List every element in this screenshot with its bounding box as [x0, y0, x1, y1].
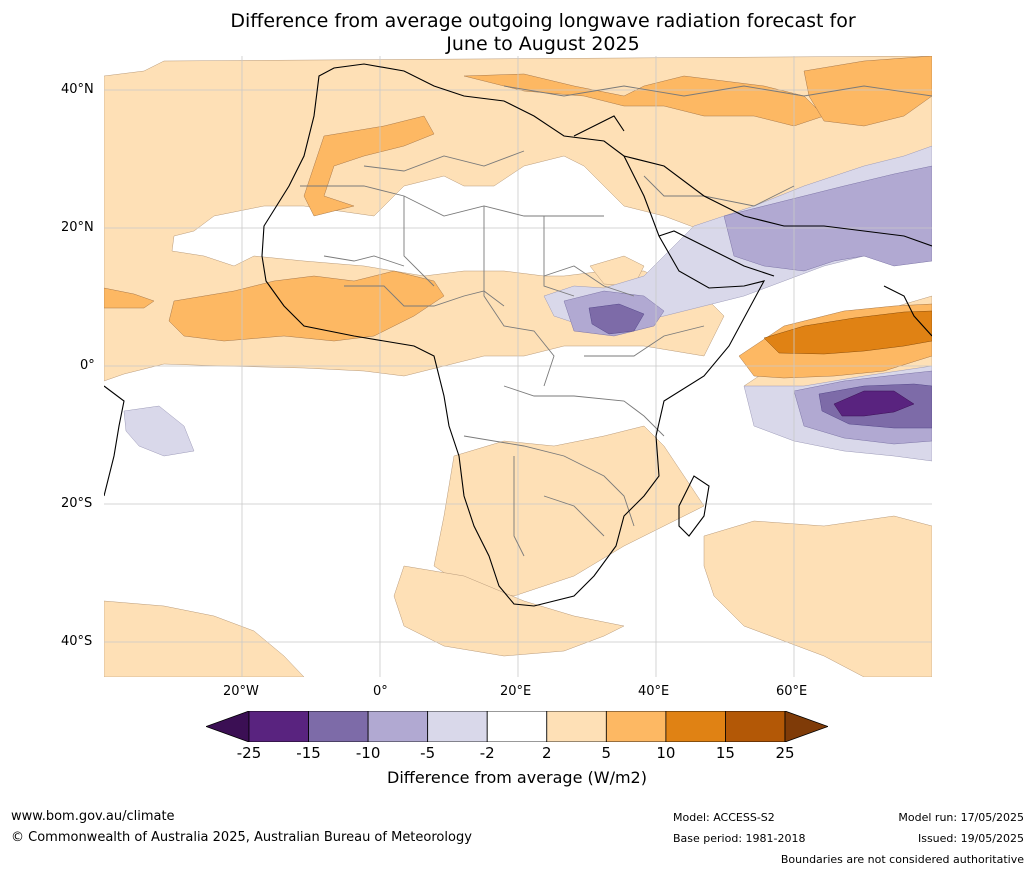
colorbar-tick-label: -15 — [296, 744, 321, 762]
colorbar-cell — [605, 711, 667, 742]
colorbar-cell — [248, 711, 309, 742]
footer-copyright: © Commonwealth of Australia 2025, Austra… — [11, 830, 472, 845]
map-svg — [104, 56, 932, 677]
footer-model-run: Model run: 17/05/2025 — [898, 811, 1024, 824]
lat-label-0: 0° — [80, 358, 95, 373]
lon-label-40e: 40°E — [638, 684, 670, 699]
lon-label-20e: 20°E — [500, 684, 532, 699]
lat-label-40s: 40°S — [61, 634, 93, 649]
colorbar-tick-label: -5 — [420, 744, 436, 762]
colorbar-cell — [367, 711, 429, 742]
colorbar-cell — [486, 711, 548, 742]
colorbar-cell — [308, 711, 369, 742]
lat-label-20s: 20°S — [61, 496, 93, 511]
footer-disclaimer: Boundaries are not considered authoritat… — [780, 853, 1024, 866]
forecast-map — [104, 56, 932, 677]
colorbar-extend-low — [206, 711, 250, 742]
colorbar — [206, 711, 828, 742]
colorbar-extend-high — [784, 711, 828, 742]
colorbar-tick-label: -25 — [236, 744, 262, 762]
anomaly-fill-dark-orange — [763, 310, 932, 355]
title-line-2: June to August 2025 — [446, 33, 640, 55]
footer-url: www.bom.gov.au/climate — [11, 809, 175, 824]
lon-label-0: 0° — [373, 684, 388, 699]
footer-base-period: Base period: 1981-2018 — [673, 832, 806, 845]
lat-label-20n: 20°N — [61, 220, 94, 235]
colorbar-label: Difference from average (W/m2) — [387, 768, 647, 787]
lon-label-20w: 20°W — [223, 684, 259, 699]
footer-model: Model: ACCESS-S2 — [673, 811, 775, 824]
colorbar-tick-label: 25 — [775, 744, 795, 762]
coastlines — [104, 63, 932, 607]
colorbar-cell — [665, 711, 726, 742]
colorbar-tick-label: 15 — [715, 744, 735, 762]
colorbar-tick-label: 10 — [656, 744, 676, 762]
colorbar-tick-label: -10 — [355, 744, 381, 762]
anomaly-fill-deep-purple — [833, 390, 915, 417]
colorbar-cell — [427, 711, 488, 742]
lat-label-40n: 40°N — [61, 82, 94, 97]
chart-title: Difference from average outgoing longwav… — [0, 10, 1035, 56]
title-line-1: Difference from average outgoing longwav… — [230, 10, 856, 32]
colorbar-tick-label: 5 — [601, 744, 612, 762]
graticule — [104, 56, 932, 677]
colorbar-tick-label: 2 — [541, 744, 552, 762]
colorbar-cell — [725, 711, 786, 742]
lon-label-60e: 60°E — [776, 684, 808, 699]
country-borders — [300, 85, 932, 557]
footer-issued: Issued: 19/05/2025 — [917, 832, 1024, 845]
colorbar-tick-label: -2 — [479, 744, 495, 762]
colorbar-cell — [546, 711, 607, 742]
